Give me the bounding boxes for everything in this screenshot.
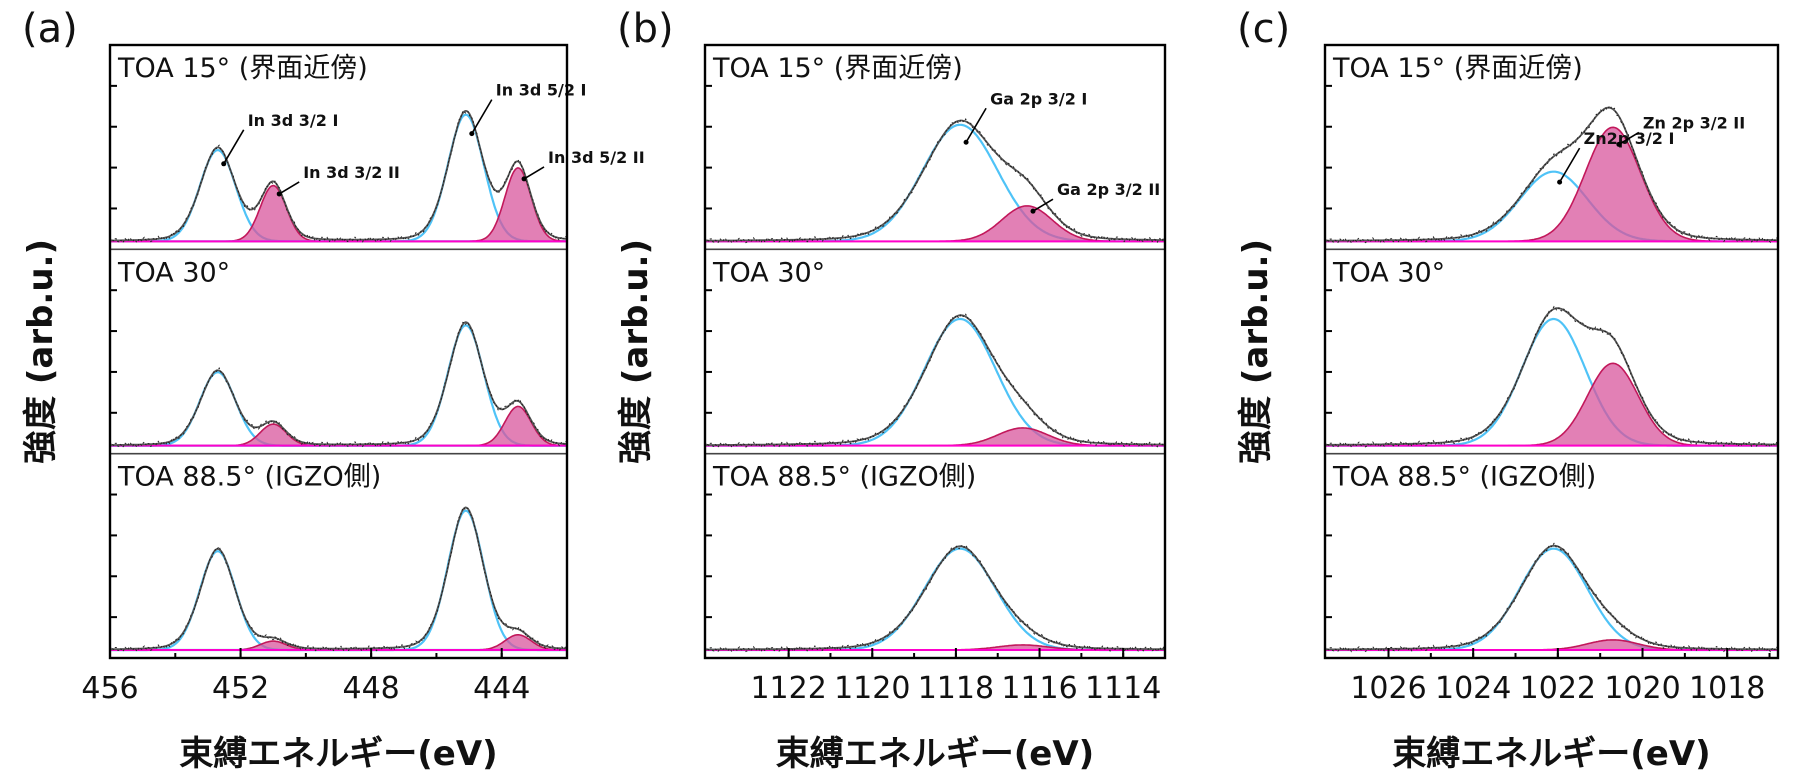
fit-component-i	[705, 547, 1165, 652]
annotation-arrow	[471, 99, 493, 135]
raw-spectrum	[704, 118, 1166, 244]
fit-envelope	[1325, 307, 1778, 446]
x-tick-label: 1116	[1001, 671, 1077, 706]
subpanel-3: TOA 88.5° (IGZO側)	[1324, 462, 1779, 653]
x-tick-label: 444	[473, 671, 530, 706]
peak-annotation: In 3d 5/2 II	[548, 148, 645, 167]
subpanel-2: TOA 30°	[1324, 257, 1779, 448]
fit-component-ii	[1324, 126, 1779, 243]
subpanel-1: TOA 15° (界面近傍) Ga 2p 3/2 I Ga 2p 3/2 II	[704, 53, 1166, 244]
plot-frame	[703, 43, 1167, 660]
fit-envelope	[705, 545, 1165, 651]
arrow-head	[276, 191, 282, 197]
y-axis-label: 強度 (arb.u.)	[1236, 239, 1276, 464]
subpanel-label: TOA 88.5° (IGZO側)	[117, 462, 381, 493]
raw-spectrum	[109, 507, 568, 653]
x-tick-label: 456	[81, 671, 138, 706]
subpanel-1: TOA 15° (界面近傍) In 3d 3/2 I In 3d 3/2 II In …	[109, 53, 645, 244]
fit-envelope	[705, 314, 1165, 446]
peak-annotation: In 3d 3/2 I	[248, 111, 339, 130]
panel-b: (b) 強度 (arb.u.) 束縛エネルギー(eV) TOA 15° (界面近傍) G…	[616, 6, 1167, 774]
arrow-head	[1616, 141, 1622, 147]
subpanel-label: TOA 30°	[117, 257, 230, 288]
x-tick-label: 1114	[1085, 671, 1161, 706]
raw-spectrum	[1324, 305, 1779, 448]
panel-label: (a)	[22, 6, 78, 52]
subpanel-label: TOA 30°	[712, 257, 825, 288]
x-tick-label: 1120	[834, 671, 910, 706]
x-tick-label: 1020	[1604, 671, 1680, 706]
x-tick-label: 1122	[750, 671, 826, 706]
fit-component-ii	[1324, 362, 1779, 447]
x-tick-label: 1026	[1350, 671, 1426, 706]
subpanel-2: TOA 30°	[704, 257, 1166, 449]
annotation-arrow	[1618, 131, 1640, 146]
raw-spectrum	[1324, 105, 1779, 244]
raw-spectrum	[109, 321, 568, 449]
arrow-head	[963, 139, 969, 145]
x-axis-label: 束縛エネルギー(eV)	[179, 734, 497, 774]
subpanel-label: TOA 30°	[1332, 257, 1445, 288]
arrow-head	[221, 161, 227, 167]
y-axis-label: 強度 (arb.u.)	[21, 239, 61, 464]
fit-component-ii	[704, 205, 1166, 243]
subpanel-label: TOA 15° (界面近傍)	[117, 53, 368, 84]
fit-envelope	[110, 109, 568, 242]
x-tick-label: 1022	[1520, 671, 1596, 706]
fit-component-i	[1325, 547, 1778, 652]
raw-spectrum	[704, 544, 1166, 653]
peak-annotation: Zn 2p 3/2 II	[1643, 113, 1745, 132]
x-tick-label: 1018	[1689, 671, 1765, 706]
fit-component-i	[110, 509, 567, 652]
raw-spectrum	[704, 313, 1166, 449]
arrow-head	[1030, 208, 1036, 214]
panel-label: (c)	[1237, 6, 1290, 52]
peak-annotation: In 3d 3/2 II	[303, 163, 400, 182]
subpanel-3: TOA 88.5° (IGZO側)	[109, 462, 568, 653]
panel-c: (c)強度 (arb.u.)束縛エネルギー(eV)TOA 15° (界面近傍)Z…	[1236, 6, 1780, 774]
annotation-arrow	[278, 181, 300, 195]
panel-a: (a) 強度 (arb.u.) 束縛エネルギー(eV) TOA 15° (界面近傍) I…	[21, 6, 645, 774]
annotation-arrow	[1032, 198, 1054, 212]
x-axis-label: 束縛エネルギー(eV)	[776, 734, 1094, 774]
peak-annotation: Ga 2p 3/2 I	[990, 89, 1087, 108]
arrow-head	[1557, 179, 1563, 185]
arrow-head	[521, 176, 527, 182]
fit-envelope	[110, 506, 568, 651]
y-axis-label: 強度 (arb.u.)	[616, 239, 656, 464]
fit-component-i	[1325, 317, 1778, 447]
subpanel-2: TOA 30°	[109, 257, 568, 449]
fit-envelope	[1325, 544, 1778, 651]
fit-component-i	[110, 324, 567, 447]
annotation-arrow	[965, 107, 987, 143]
subpanel-label: TOA 88.5° (IGZO側)	[712, 462, 976, 493]
subpanel-3: TOA 88.5° (IGZO側)	[704, 462, 1166, 653]
arrow-head	[469, 131, 475, 137]
raw-spectrum	[109, 110, 568, 244]
subpanel-label: TOA 88.5° (IGZO側)	[1332, 462, 1596, 493]
peak-annotation: Ga 2p 3/2 II	[1057, 180, 1160, 199]
annotation-arrow	[1558, 147, 1581, 183]
fit-component-i	[705, 317, 1165, 447]
raw-spectrum	[1324, 542, 1779, 653]
subpanel-label: TOA 15° (界面近傍)	[1332, 53, 1583, 84]
panel-label: (b)	[617, 6, 674, 52]
peak-annotation: In 3d 5/2 I	[496, 81, 587, 100]
x-axis-label: 束縛エネルギー(eV)	[1392, 734, 1710, 774]
subpanel-1: TOA 15° (界面近傍)Zn2p 3/2 IZn 2p 3/2 II	[1324, 53, 1779, 244]
plot-frame	[1323, 43, 1780, 660]
fit-component-i	[1325, 170, 1778, 243]
annotation-arrow	[223, 129, 245, 165]
x-tick-label: 452	[212, 671, 269, 706]
x-tick-label: 1024	[1435, 671, 1511, 706]
subpanel-label: TOA 15° (界面近傍)	[712, 53, 963, 84]
x-tick-label: 1118	[918, 671, 994, 706]
fit-component-i	[110, 550, 567, 652]
plot-frame	[108, 43, 569, 660]
annotation-arrow	[523, 166, 545, 180]
x-tick-label: 448	[343, 671, 400, 706]
fit-envelope	[110, 321, 568, 446]
